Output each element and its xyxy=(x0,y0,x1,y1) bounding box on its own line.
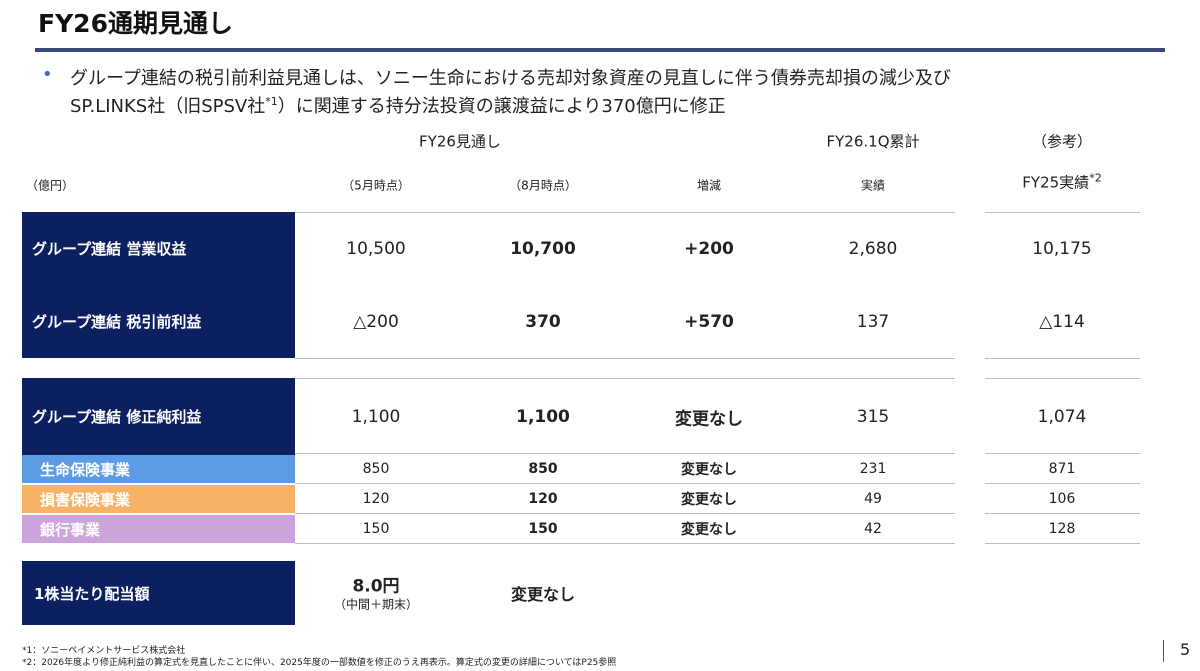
group-header: FY26見通し xyxy=(419,132,501,151)
column-header: （5月時点） xyxy=(342,178,410,193)
row-rule xyxy=(295,543,955,544)
cell: +570 xyxy=(684,311,734,332)
cell: 231 xyxy=(859,461,887,477)
footnote: *1：ソニーペイメントサービス株式会社 xyxy=(22,646,186,656)
row-rule xyxy=(295,453,955,454)
cell: 変更なし xyxy=(681,522,737,538)
row-rule xyxy=(985,513,1140,514)
footnote-ref: *2 xyxy=(1089,171,1102,185)
cell: 10,500 xyxy=(346,238,406,259)
title-rule xyxy=(35,48,1165,52)
row-rule xyxy=(295,513,955,514)
cell: 変更なし xyxy=(681,462,737,478)
row-label: グループ連結 税引前利益 xyxy=(22,285,295,358)
cell: 10,700 xyxy=(510,238,576,259)
bullet-text: SP.LINKS社（旧SPSV社 xyxy=(70,96,266,117)
row-label: グループ連結 営業収益 xyxy=(22,212,295,285)
row-rule xyxy=(295,212,955,213)
row-label: 損害保険事業 xyxy=(22,485,295,513)
cell: 850 xyxy=(362,461,390,477)
cell: △114 xyxy=(1039,311,1085,332)
cell: 1,074 xyxy=(1037,406,1087,427)
row-rule xyxy=(985,453,1140,454)
cell: 106 xyxy=(1048,491,1076,507)
cell: 370 xyxy=(525,311,561,332)
cell: 850 xyxy=(528,461,558,477)
row-label: グループ連結 修正純利益 xyxy=(22,378,295,455)
cell: 10,175 xyxy=(1032,238,1092,259)
cell: △200 xyxy=(353,311,399,332)
cell: 120 xyxy=(362,491,390,507)
row-label: 銀行事業 xyxy=(22,515,295,543)
row-rule xyxy=(295,358,955,359)
bullet-line: SP.LINKS社（旧SPSV社*1）に関連する持分法投資の譲渡益により370億… xyxy=(70,92,726,118)
cell: 120 xyxy=(528,491,558,507)
cell: 変更なし xyxy=(681,492,737,508)
page-number: 5 xyxy=(1180,640,1191,659)
cell: +200 xyxy=(684,238,734,259)
row-rule xyxy=(985,358,1140,359)
row-label: 生命保険事業 xyxy=(22,455,295,483)
row-rule xyxy=(985,543,1140,544)
cell: 2,680 xyxy=(848,238,898,259)
bullet-dot: • xyxy=(42,64,53,85)
column-header: 実績 xyxy=(860,178,886,193)
dividend-change: 変更なし xyxy=(510,585,576,604)
cell: 1,100 xyxy=(516,406,570,427)
footnote-ref: *1 xyxy=(265,95,278,108)
cell: 137 xyxy=(856,311,890,332)
row-rule xyxy=(985,378,1140,379)
cell: 315 xyxy=(856,406,890,427)
cell: 871 xyxy=(1048,461,1076,477)
dividend-note: （中間＋期末） xyxy=(333,597,419,612)
group-header: FY26.1Q累計 xyxy=(826,132,920,151)
cell: 150 xyxy=(528,521,558,537)
bullet-line: グループ連結の税引前利益見通しは、ソニー生命における売却対象資産の見直しに伴う債… xyxy=(70,68,951,89)
cell: 150 xyxy=(362,521,390,537)
footnote: *2：2026年度より修正純利益の算定式を見直したことに伴い、2025年度の一部… xyxy=(22,658,617,668)
unit: （億円） xyxy=(25,178,75,193)
fy25-header: FY25実績 xyxy=(1022,173,1090,192)
cell: 42 xyxy=(864,521,882,537)
row-rule xyxy=(295,483,955,484)
dividend-value: 8.0円 xyxy=(352,576,400,597)
page-rule xyxy=(1163,640,1164,662)
column-header: 増減 xyxy=(696,178,722,193)
group-header: （参考） xyxy=(1031,132,1093,151)
row-rule xyxy=(985,212,1140,213)
title: FY26通期見通し xyxy=(38,9,233,38)
cell: 128 xyxy=(1048,521,1076,537)
row-rule xyxy=(295,378,955,379)
cell: 変更なし xyxy=(675,409,743,429)
row-rule xyxy=(985,483,1140,484)
column-header: （8月時点） xyxy=(509,178,577,193)
dividend-label: 1株当たり配当額 xyxy=(22,561,295,625)
cell: 49 xyxy=(864,491,882,507)
bullet-text: ）に関連する持分法投資の譲渡益により370億円に修正 xyxy=(277,96,726,117)
column-header: FY25実績*2 xyxy=(1022,172,1101,193)
cell: 1,100 xyxy=(351,406,401,427)
